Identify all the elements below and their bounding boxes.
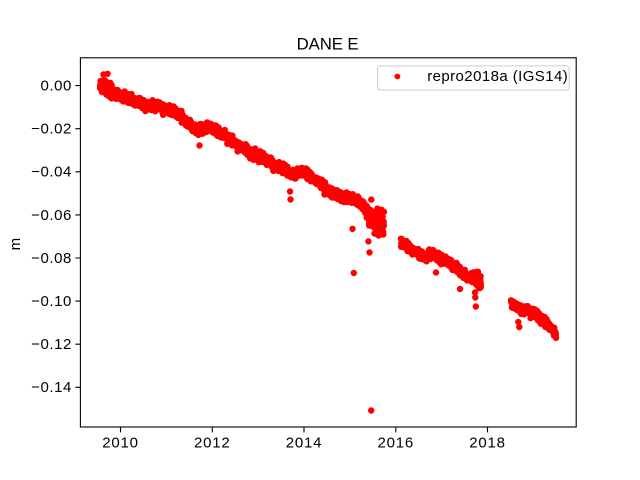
svg-text:−0.14: −0.14 (31, 379, 72, 396)
svg-text:−0.06: −0.06 (31, 207, 72, 224)
svg-text:2010: 2010 (102, 435, 139, 452)
svg-text:2018: 2018 (469, 435, 506, 452)
svg-text:2016: 2016 (378, 435, 415, 452)
svg-text:−0.12: −0.12 (31, 336, 72, 353)
svg-text:−0.04: −0.04 (31, 164, 72, 181)
svg-text:2014: 2014 (286, 435, 323, 452)
svg-text:DANE E: DANE E (297, 34, 359, 53)
svg-text:−0.08: −0.08 (31, 250, 72, 267)
svg-text:m: m (7, 238, 24, 251)
svg-text:0.00: 0.00 (40, 78, 71, 95)
svg-text:−0.10: −0.10 (31, 293, 72, 310)
svg-text:repro2018a (IGS14): repro2018a (IGS14) (427, 68, 568, 85)
svg-text:−0.02: −0.02 (31, 121, 72, 138)
svg-text:2012: 2012 (194, 435, 231, 452)
